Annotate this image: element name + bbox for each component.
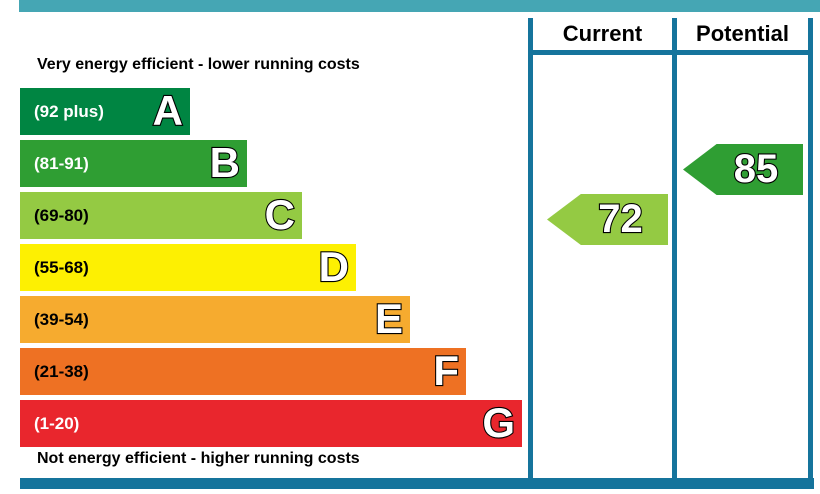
band-a-letter: A: [152, 86, 185, 134]
top-accent-bar: [19, 0, 820, 12]
potential-rating-arrow: 85: [683, 144, 803, 195]
band-d-range-label: (55-68): [34, 258, 89, 277]
band-a: (92 plus) A: [20, 86, 190, 135]
potential-rating-value: 85: [733, 146, 780, 192]
top-caption: Very energy efficient - lower running co…: [37, 56, 360, 73]
band-e-range-label: (39-54): [34, 310, 89, 329]
band-g: (1-20) G: [20, 398, 522, 447]
band-c-letter: C: [264, 190, 297, 238]
current-column-header: Current: [562, 21, 643, 46]
current-rating-value: 72: [597, 196, 644, 242]
rating-bands: (92 plus) A (81-91) B (69-80) C (55-68) …: [20, 86, 522, 452]
current-rating-arrow: 72: [547, 194, 668, 245]
band-c-range-label: (69-80): [34, 206, 89, 225]
band-g-range-label: (1-20): [34, 414, 80, 433]
header-underline: [528, 50, 813, 55]
band-f-range-label: (21-38): [34, 362, 89, 381]
column-divider-left: [528, 18, 533, 478]
band-b-letter: B: [209, 138, 242, 186]
potential-column-header: Potential: [696, 21, 789, 46]
bottom-caption: Not energy efficient - higher running co…: [37, 450, 360, 467]
band-d-letter: D: [318, 242, 351, 290]
band-d: (55-68) D: [20, 242, 356, 291]
band-e: (39-54) E: [20, 294, 410, 343]
bottom-accent-bar: [20, 478, 814, 489]
band-c: (69-80) C: [20, 190, 302, 239]
band-b: (81-91) B: [20, 138, 247, 187]
band-a-range-label: (92 plus): [34, 102, 104, 121]
band-e-letter: E: [374, 294, 404, 342]
band-g-letter: G: [481, 398, 516, 446]
band-f: (21-38) F: [20, 346, 466, 395]
column-divider-right: [808, 18, 813, 478]
column-divider-middle: [672, 18, 677, 478]
band-f-letter: F: [432, 346, 460, 394]
band-b-range-label: (81-91): [34, 154, 89, 173]
